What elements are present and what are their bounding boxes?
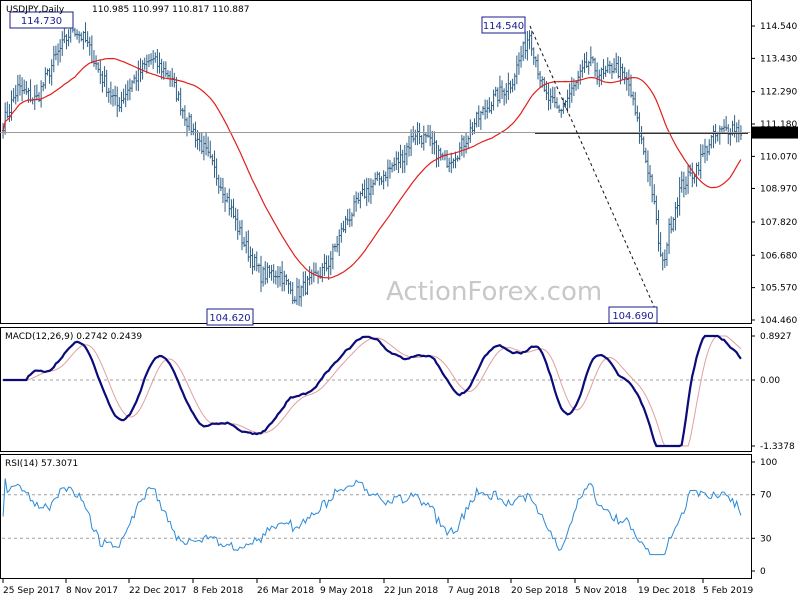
macd-y-label: 0.8927 bbox=[760, 332, 792, 342]
macd-panel-frame bbox=[0, 327, 752, 452]
sma-line bbox=[2, 57, 742, 279]
price-y-label: 112.290 bbox=[760, 88, 797, 98]
macd-header: MACD(12,26,9) 0.2742 0.2439 bbox=[5, 332, 142, 342]
x-tick-label: 5 Nov 2018 bbox=[575, 586, 627, 596]
macd-y-label: -1.3378 bbox=[760, 442, 795, 452]
x-tick-label: 19 Dec 2018 bbox=[638, 586, 696, 596]
x-tick-label: 25 Sep 2017 bbox=[3, 586, 60, 596]
price-layer: 114.730 104.620 114.540 104.690 bbox=[0, 11, 750, 326]
axis-layer: 114.540 113.430 112.290 111.180 110.070 108.9… bbox=[2, 22, 798, 596]
ohlc-values: 110.985 110.997 110.817 110.887 bbox=[92, 5, 249, 15]
x-tick-label: 7 Aug 2018 bbox=[448, 586, 500, 596]
watermark: ActionForex.com bbox=[386, 277, 602, 307]
price-callout-label: 104.690 bbox=[612, 311, 653, 322]
price-y-label: 108.970 bbox=[760, 184, 797, 194]
macd-signal-line bbox=[3, 335, 742, 447]
current-price-value: 110.887 bbox=[756, 129, 793, 139]
macd-y-label: 0.00 bbox=[760, 376, 780, 386]
x-tick-label: 26 Mar 2018 bbox=[257, 586, 314, 596]
x-tick-label: 22 Jun 2018 bbox=[384, 586, 438, 596]
price-y-label: 114.540 bbox=[760, 22, 797, 32]
x-tick-label: 9 May 2018 bbox=[320, 586, 373, 596]
price-y-label: 110.070 bbox=[760, 152, 797, 162]
x-tick-label: 22 Dec 2017 bbox=[129, 586, 187, 596]
x-tick-label: 20 Sep 2018 bbox=[511, 586, 568, 596]
current-price-tag bbox=[752, 126, 798, 139]
price-panel-frame bbox=[0, 0, 752, 324]
trend-line bbox=[529, 25, 658, 314]
price-callout-box bbox=[608, 306, 658, 324]
rsi-y-label: 30 bbox=[760, 534, 772, 544]
price-callout-box bbox=[9, 11, 74, 29]
symbol-label: USDJPY,Daily bbox=[6, 5, 65, 15]
x-tick-label: 8 Feb 2018 bbox=[193, 586, 244, 596]
macd-line bbox=[3, 334, 742, 448]
price-y-label: 111.180 bbox=[760, 120, 797, 130]
rsi-layer bbox=[2, 478, 750, 556]
rsi-y-label: 0 bbox=[760, 567, 766, 577]
price-y-label: 104.460 bbox=[760, 316, 797, 326]
price-callout-label: 114.540 bbox=[483, 21, 524, 32]
rsi-header: RSI(14) 57.3071 bbox=[5, 459, 78, 469]
price-y-label: 105.570 bbox=[760, 284, 797, 294]
price-y-label: 107.820 bbox=[760, 218, 797, 228]
price-y-label: 113.430 bbox=[760, 54, 797, 64]
rsi-panel-frame bbox=[0, 454, 752, 579]
price-callout-box bbox=[481, 16, 526, 34]
x-tick-label: 5 Feb 2019 bbox=[703, 586, 754, 596]
price-y-label: 106.680 bbox=[760, 251, 797, 261]
price-callout-box bbox=[206, 308, 254, 326]
price-callout-label: 104.620 bbox=[209, 313, 250, 324]
rsi-y-label: 100 bbox=[760, 458, 777, 468]
rsi-y-label: 70 bbox=[760, 491, 772, 501]
price-callout-label: 114.730 bbox=[21, 16, 62, 27]
macd-layer bbox=[2, 334, 750, 448]
x-tick-label: 8 Nov 2017 bbox=[66, 586, 118, 596]
rsi-line bbox=[2, 478, 742, 556]
